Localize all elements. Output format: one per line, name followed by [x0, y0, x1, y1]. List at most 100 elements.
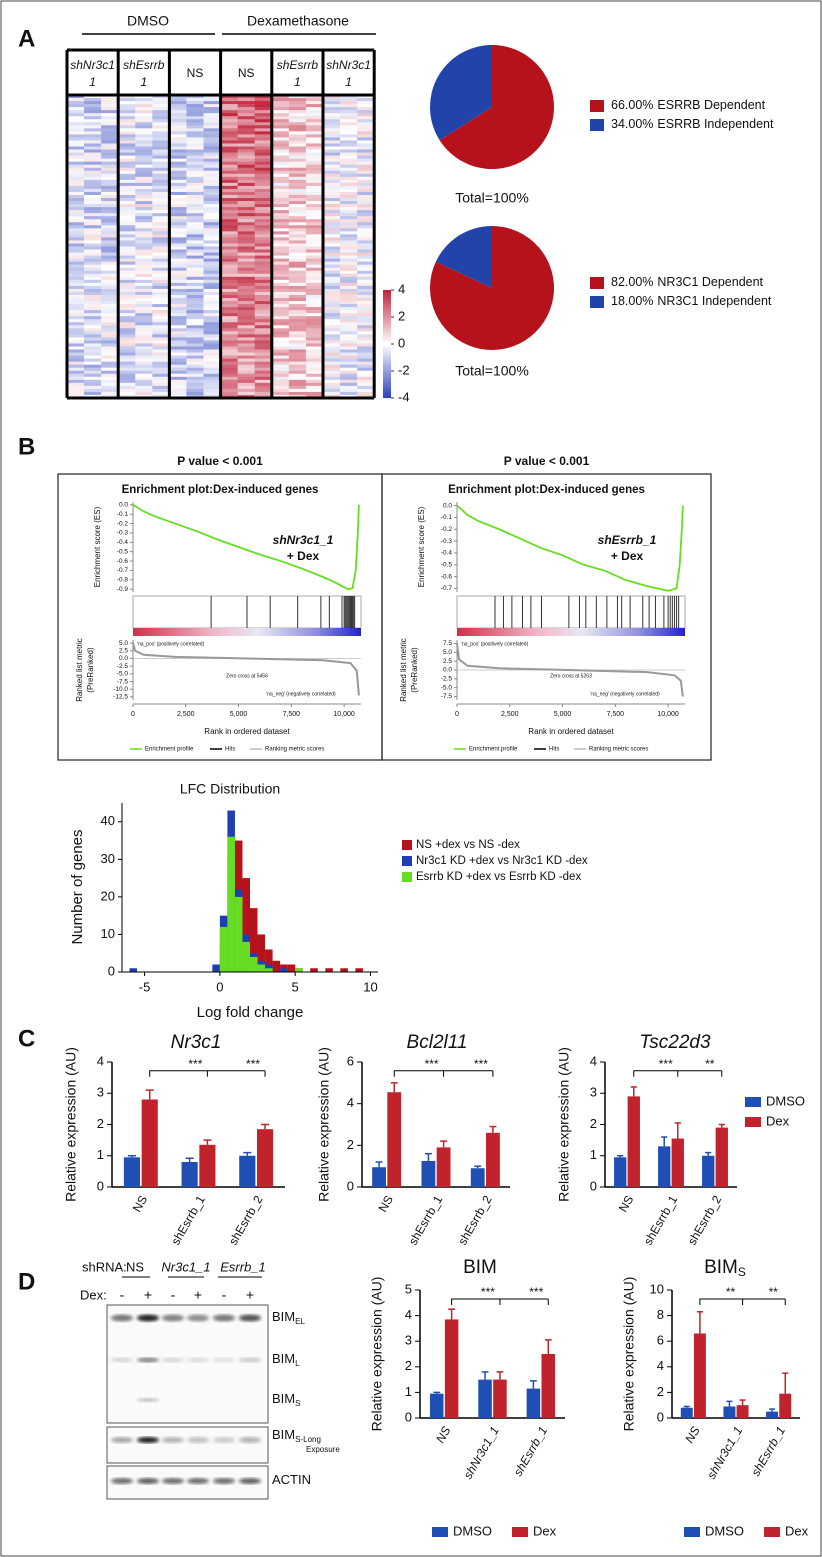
heatmap-cell: [101, 122, 119, 126]
heatmap-cell: [169, 185, 187, 190]
heatmap-cell: [271, 113, 290, 117]
heatmap-cell: [254, 98, 273, 102]
heatmap-cell: [237, 170, 256, 175]
heatmap-cell: [220, 294, 238, 299]
heatmap-cell: [84, 355, 102, 359]
heatmap-cell: [169, 301, 187, 305]
heatmap-cell: [101, 228, 119, 232]
heatmap-cell: [152, 316, 170, 320]
heatmap-cell: [101, 264, 119, 269]
heatmap-cell: [169, 194, 187, 199]
heatmap-cell: [323, 191, 341, 196]
y-tick-label: -7.5: [117, 678, 129, 685]
heatmap-cell: [254, 285, 273, 290]
heatmap-cell: [118, 337, 136, 341]
heatmap-cell: [135, 285, 153, 290]
heatmap-cell: [323, 388, 341, 393]
heatmap-cell: [305, 246, 324, 250]
histogram-bar: [129, 968, 138, 972]
blot-band: [239, 1314, 261, 1322]
heatmap-cell: [340, 373, 358, 378]
heatmap-cell: [357, 228, 375, 232]
heatmap-cell: [288, 367, 307, 372]
heatmap-cell: [203, 346, 221, 350]
heatmap-cell: [271, 143, 290, 147]
gsea-title: Enrichment plot:Dex-induced genes: [448, 484, 645, 496]
heatmap-cell: [237, 279, 256, 284]
heatmap-cell: [271, 146, 290, 150]
heatmap-cell: [118, 107, 136, 111]
heatmap-cell: [152, 219, 170, 223]
heatmap-cell: [203, 340, 221, 344]
heatmap-cell: [203, 149, 221, 153]
heatmap-cell: [288, 388, 307, 393]
heatmap-cell: [288, 134, 307, 138]
heatmap-cell: [305, 182, 324, 187]
heatmap-cell: [118, 367, 136, 372]
heatmap-cell: [101, 128, 119, 132]
heatmap-cell: [305, 225, 324, 229]
histogram-bar: [242, 941, 250, 972]
heatmap-cell: [305, 234, 324, 238]
heatmap-cell: [254, 349, 273, 353]
heatmap-cell: [186, 382, 204, 387]
bar: [723, 1406, 736, 1418]
blot-band: [111, 1478, 133, 1484]
heatmap-cell: [135, 188, 153, 193]
heatmap-cell: [220, 119, 238, 123]
column-label: shNr3c1: [326, 58, 371, 72]
legend-entry: Dex: [785, 1523, 809, 1538]
heatmap-cell: [118, 204, 136, 208]
heatmap-cell: [340, 128, 358, 132]
heatmap-cell: [203, 376, 221, 381]
heatmap-cell: [305, 216, 324, 220]
heatmap-cell: [135, 173, 153, 178]
heatmap-cell: [84, 373, 102, 378]
heatmap-cell: [220, 346, 238, 350]
annotation: + Dex: [287, 549, 320, 563]
heatmap-cell: [135, 228, 153, 232]
heatmap-cell: [271, 170, 290, 175]
heatmap-cell: [340, 95, 358, 99]
heatmap-cell: [237, 243, 256, 247]
heatmap-cell: [271, 316, 290, 320]
heatmap-cell: [67, 222, 85, 226]
x-tick-label: 5,000: [230, 711, 248, 718]
heatmap-cell: [203, 140, 221, 144]
heatmap-cell: [186, 128, 204, 132]
heatmap-cell: [271, 222, 290, 226]
heatmap-cell: [203, 161, 221, 165]
heatmap-cell: [220, 104, 238, 108]
heatmap-cell: [203, 343, 221, 347]
heatmap-cell: [118, 325, 136, 329]
y-tick-label: -0.7: [441, 585, 453, 592]
heatmap-cell: [186, 355, 204, 359]
heatmap-cell: [288, 194, 307, 199]
heatmap-cell: [254, 358, 273, 362]
heatmap-cell: [323, 288, 341, 293]
heatmap-cell: [237, 388, 256, 393]
heatmap-cell: [84, 207, 102, 211]
heatmap-cell: [101, 149, 119, 153]
heatmap-cell: [152, 385, 170, 390]
heatmap-cell: [169, 370, 187, 375]
heatmap-cell: [340, 385, 358, 390]
heatmap-cell: [357, 198, 375, 202]
y-tick-label: -12.5: [113, 694, 128, 701]
heatmap-cell: [135, 349, 153, 353]
heatmap-cell: [84, 122, 102, 126]
heatmap-cell: [220, 143, 238, 147]
heatmap-cell: [237, 194, 256, 199]
heatmap-cell: [357, 185, 375, 190]
heatmap-cell: [357, 146, 375, 150]
heatmap-cell: [237, 298, 256, 302]
heatmap-cell: [237, 207, 256, 211]
heatmap-cell: [288, 167, 307, 172]
heatmap-cell: [288, 276, 307, 281]
heatmap-cell: [288, 219, 307, 223]
heatmap-cell: [323, 258, 341, 262]
y-tick-label: 30: [101, 851, 115, 866]
heatmap-cell: [135, 243, 153, 247]
heatmap-cell: [271, 176, 290, 181]
heatmap-cell: [288, 304, 307, 308]
